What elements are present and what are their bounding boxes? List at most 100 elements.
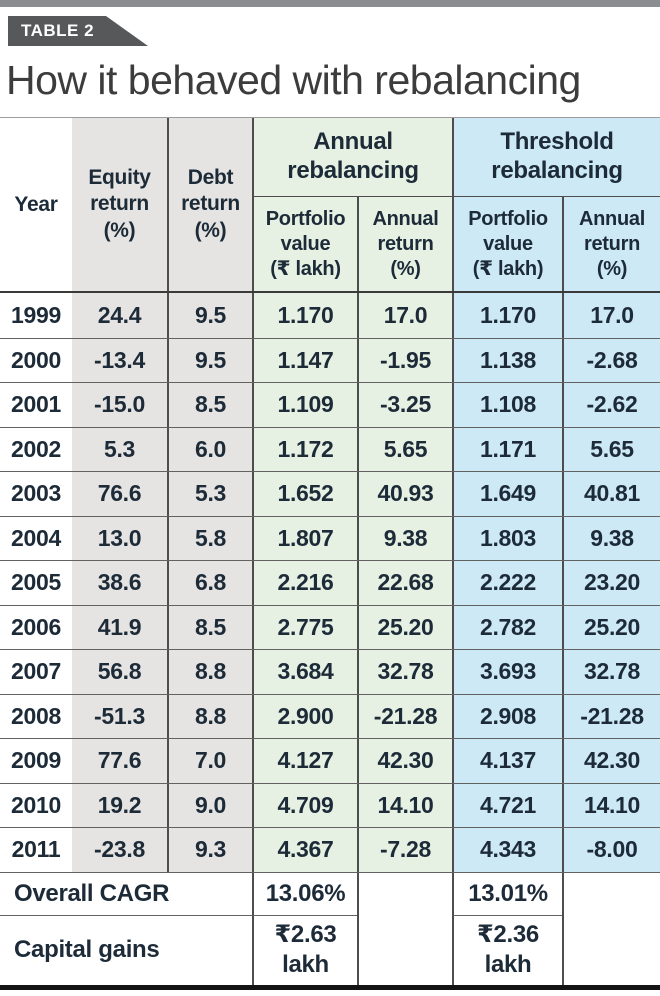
year-cell: 2008 [11, 702, 61, 729]
equity-return-cell: -23.8 [72, 828, 167, 872]
header-equity-return: Equity return (%) [72, 118, 167, 291]
table-row: 2009 77.6 7.0 4.127 42.30 4.137 42.30 [0, 738, 660, 783]
threshold-return-cell: 25.20 [562, 605, 660, 649]
rebalancing-table: Year Equity return (%) Debt return (%) A… [0, 117, 660, 990]
equity-return-cell: 56.8 [72, 650, 167, 694]
table-row: 2003 76.6 5.3 1.652 40.93 1.649 40.81 [0, 471, 660, 516]
annual-return-cell: 14.10 [357, 783, 452, 827]
debt-return-cell: 9.5 [167, 293, 252, 338]
table-row: 2004 13.0 5.8 1.807 9.38 1.803 9.38 [0, 515, 660, 560]
annual-portfolio-cell: 3.684 [252, 650, 357, 694]
threshold-portfolio-cell: 1.803 [452, 516, 562, 560]
table-row: 2008 -51.3 8.8 2.900 -21.28 2.908 -21.28 [0, 693, 660, 738]
threshold-portfolio-cell: 2.908 [452, 694, 562, 738]
annual-portfolio-cell: 4.367 [252, 828, 357, 872]
debt-return-cell: 5.8 [167, 516, 252, 560]
debt-return-cell: 8.5 [167, 383, 252, 427]
year-cell: 2005 [11, 569, 61, 596]
debt-return-cell: 8.8 [167, 650, 252, 694]
annual-return-cell: 17.0 [357, 293, 452, 338]
threshold-portfolio-cell: 1.171 [452, 427, 562, 471]
equity-return-cell: 41.9 [72, 605, 167, 649]
annual-return-cell: 42.30 [357, 739, 452, 783]
overall-cagr-label: Overall CAGR [0, 873, 252, 916]
year-cell: 2010 [11, 791, 61, 818]
table-row: 2005 38.6 6.8 2.216 22.68 2.222 23.20 [0, 560, 660, 605]
threshold-portfolio-cell: 4.721 [452, 783, 562, 827]
table-header: Year Equity return (%) Debt return (%) A… [0, 117, 660, 293]
threshold-return-cell: 23.20 [562, 561, 660, 605]
equity-return-cell: 13.0 [72, 516, 167, 560]
debt-return-cell: 7.0 [167, 739, 252, 783]
debt-return-cell: 9.5 [167, 338, 252, 382]
debt-return-cell: 6.8 [167, 561, 252, 605]
equity-return-cell: 19.2 [72, 783, 167, 827]
table-row: 2007 56.8 8.8 3.684 32.78 3.693 32.78 [0, 649, 660, 694]
capital-gains-annual-value: ₹2.63 lakh [252, 915, 357, 985]
annual-return-cell: -1.95 [357, 338, 452, 382]
table-row: 2010 19.2 9.0 4.709 14.10 4.721 14.10 [0, 782, 660, 827]
threshold-return-cell: -2.62 [562, 383, 660, 427]
annual-portfolio-cell: 1.172 [252, 427, 357, 471]
overall-cagr-row: Overall CAGR 13.06% 13.01% [0, 871, 660, 916]
year-cell: 2002 [11, 435, 61, 462]
year-cell: 2004 [11, 524, 61, 551]
threshold-return-cell: -8.00 [562, 828, 660, 872]
annual-portfolio-cell: 2.216 [252, 561, 357, 605]
equity-return-cell: 24.4 [72, 293, 167, 338]
capital-gains-threshold-value: ₹2.36 lakh [452, 915, 562, 985]
equity-return-cell: -51.3 [72, 694, 167, 738]
threshold-return-cell: 14.10 [562, 783, 660, 827]
threshold-return-cell: -2.68 [562, 338, 660, 382]
threshold-portfolio-cell: 4.137 [452, 739, 562, 783]
year-cell: 2011 [11, 836, 61, 863]
capital-gains-label: Capital gains [14, 936, 160, 963]
annual-return-cell: 25.20 [357, 605, 452, 649]
table-row: 2001 -15.0 8.5 1.109 -3.25 1.108 -2.62 [0, 382, 660, 427]
threshold-portfolio-cell: 1.108 [452, 383, 562, 427]
debt-return-cell: 9.0 [167, 783, 252, 827]
debt-return-cell: 8.8 [167, 694, 252, 738]
equity-return-cell: 76.6 [72, 472, 167, 516]
header-threshold-annual-return: Annual return (%) [562, 196, 660, 291]
empty-cell [562, 872, 660, 916]
overall-cagr-annual-value: 13.06% [252, 872, 357, 916]
annual-return-cell: 9.38 [357, 516, 452, 560]
year-cell: 2001 [11, 391, 61, 418]
empty-cell [357, 872, 452, 916]
capital-gains-row: Capital gains ₹2.63 lakh ₹2.36 lakh [0, 915, 660, 985]
year-cell: 2009 [11, 747, 61, 774]
header-annual-annual-return: Annual return (%) [357, 196, 452, 291]
debt-return-cell: 9.3 [167, 828, 252, 872]
header-year: Year [14, 192, 58, 216]
year-cell: 1999 [11, 301, 61, 328]
header-annual-portfolio-value: Portfolio value (₹ lakh) [252, 196, 357, 291]
table-row: 2000 -13.4 9.5 1.147 -1.95 1.138 -2.68 [0, 337, 660, 382]
empty-cell [357, 915, 452, 985]
annual-portfolio-cell: 1.652 [252, 472, 357, 516]
threshold-portfolio-cell: 2.782 [452, 605, 562, 649]
table-row: 2006 41.9 8.5 2.775 25.20 2.782 25.20 [0, 604, 660, 649]
table-row: 2002 5.3 6.0 1.172 5.65 1.171 5.65 [0, 426, 660, 471]
bottom-rule [0, 984, 660, 990]
threshold-portfolio-cell: 2.222 [452, 561, 562, 605]
threshold-portfolio-cell: 3.693 [452, 650, 562, 694]
annual-return-cell: -7.28 [357, 828, 452, 872]
threshold-return-cell: -21.28 [562, 694, 660, 738]
threshold-return-cell: 42.30 [562, 739, 660, 783]
debt-return-cell: 8.5 [167, 605, 252, 649]
top-strip [0, 0, 660, 7]
debt-return-cell: 5.3 [167, 472, 252, 516]
equity-return-cell: 5.3 [72, 427, 167, 471]
annual-portfolio-cell: 2.775 [252, 605, 357, 649]
annual-return-cell: 22.68 [357, 561, 452, 605]
threshold-portfolio-cell: 1.138 [452, 338, 562, 382]
annual-portfolio-cell: 2.900 [252, 694, 357, 738]
header-group-annual-rebalancing: Annual rebalancing [252, 118, 452, 196]
equity-return-cell: 77.6 [72, 739, 167, 783]
annual-return-cell: 40.93 [357, 472, 452, 516]
annual-return-cell: 32.78 [357, 650, 452, 694]
page-title: How it behaved with rebalancing [6, 57, 581, 103]
equity-return-cell: -15.0 [72, 383, 167, 427]
annual-return-cell: -3.25 [357, 383, 452, 427]
